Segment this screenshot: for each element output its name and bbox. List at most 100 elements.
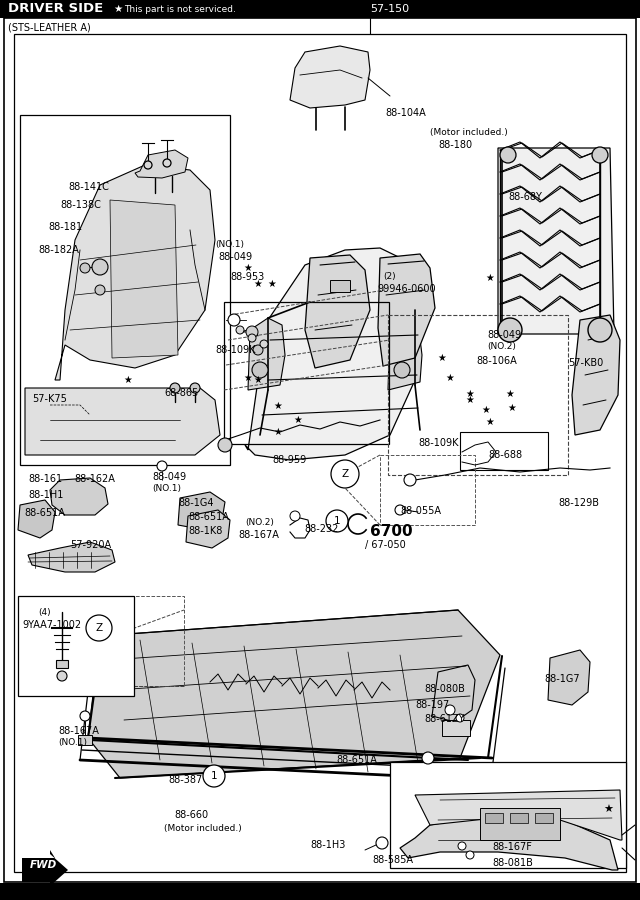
Text: (Motor included.): (Motor included.) [430, 128, 508, 137]
Text: ★: ★ [508, 403, 516, 413]
Bar [18, 596, 134, 696]
Circle shape [163, 159, 171, 167]
Circle shape [57, 671, 67, 681]
Text: ★: ★ [244, 263, 252, 273]
Text: 88-232: 88-232 [304, 524, 339, 534]
Text: ★: ★ [253, 279, 262, 289]
Text: 88-167F: 88-167F [492, 842, 532, 852]
Bar [480, 808, 560, 840]
Text: 88-182A: 88-182A [38, 245, 79, 255]
Circle shape [228, 314, 240, 326]
Text: (NO.1): (NO.1) [152, 484, 181, 493]
Circle shape [394, 362, 410, 378]
Text: ★: ★ [274, 401, 282, 411]
Circle shape [157, 461, 167, 471]
Text: ★: ★ [466, 389, 474, 399]
Polygon shape [55, 165, 215, 380]
Circle shape [80, 263, 90, 273]
Polygon shape [22, 850, 68, 886]
Circle shape [592, 147, 608, 163]
Bar [485, 813, 503, 823]
Circle shape [376, 837, 388, 849]
Text: (NO.2): (NO.2) [245, 518, 274, 527]
Polygon shape [245, 248, 420, 460]
Text: ★: ★ [466, 395, 474, 405]
Text: 88-68Y: 88-68Y [508, 192, 542, 202]
Polygon shape [432, 665, 475, 722]
Text: 88-585A: 88-585A [372, 855, 413, 865]
Circle shape [326, 510, 348, 532]
Text: 88-162A: 88-162A [74, 474, 115, 484]
Circle shape [144, 161, 152, 169]
Text: 88-049: 88-049 [218, 252, 252, 262]
Text: ★: ★ [268, 279, 276, 289]
Bar [56, 660, 68, 668]
Polygon shape [18, 500, 55, 538]
Text: ★: ★ [294, 415, 302, 425]
Circle shape [190, 383, 200, 393]
Text: 57-K75: 57-K75 [32, 394, 67, 404]
Polygon shape [388, 316, 422, 390]
Circle shape [170, 383, 180, 393]
Text: 88-1H3: 88-1H3 [310, 840, 346, 850]
Text: 88-049: 88-049 [487, 330, 521, 340]
Text: 88-055A: 88-055A [400, 506, 441, 516]
Text: 88-651A: 88-651A [24, 508, 65, 518]
Text: 6700: 6700 [370, 524, 413, 539]
Text: This part is not serviced.: This part is not serviced. [124, 4, 236, 13]
Text: ★: ★ [486, 417, 494, 427]
Circle shape [500, 147, 516, 163]
Text: 88-1H1: 88-1H1 [28, 490, 63, 500]
Text: 88-109K: 88-109K [215, 345, 255, 355]
Bar [380, 455, 475, 525]
Text: 88-129B: 88-129B [558, 498, 599, 508]
Circle shape [95, 285, 105, 295]
Text: 57-150: 57-150 [370, 4, 409, 14]
Bar [0, 0, 640, 18]
Text: (STS-LEATHER A): (STS-LEATHER A) [8, 22, 91, 32]
Text: (NO.2): (NO.2) [487, 342, 516, 351]
Text: DRIVER SIDE: DRIVER SIDE [8, 3, 103, 15]
Circle shape [80, 711, 90, 721]
Circle shape [458, 842, 466, 850]
Bar [20, 115, 230, 465]
Circle shape [290, 511, 300, 521]
Bar [460, 432, 548, 470]
Text: (2): (2) [383, 272, 396, 281]
Text: 88-167A: 88-167A [58, 726, 99, 736]
Polygon shape [572, 315, 620, 435]
Polygon shape [25, 388, 220, 455]
Text: 88-138C: 88-138C [60, 200, 101, 210]
Circle shape [422, 752, 434, 764]
Circle shape [218, 438, 232, 452]
Text: ★: ★ [253, 375, 262, 385]
Circle shape [588, 318, 612, 342]
Text: 57-920A: 57-920A [70, 540, 111, 550]
Text: (NO.1): (NO.1) [58, 738, 87, 747]
Text: 88-080B: 88-080B [424, 684, 465, 694]
Polygon shape [305, 255, 370, 368]
Bar [224, 302, 389, 444]
Circle shape [203, 765, 225, 787]
Text: 88-167A: 88-167A [238, 530, 279, 540]
Text: ★: ★ [486, 273, 494, 283]
Text: 88-1G7: 88-1G7 [544, 674, 580, 684]
Text: ★: ★ [124, 375, 132, 385]
Text: 88-688: 88-688 [488, 450, 522, 460]
Text: ★: ★ [506, 389, 515, 399]
Circle shape [404, 474, 416, 486]
Bar [0, 883, 640, 900]
Text: ★: ★ [438, 353, 446, 363]
Text: 9YAA7-1002: 9YAA7-1002 [22, 620, 81, 630]
Polygon shape [28, 542, 115, 572]
Text: 88-141C: 88-141C [68, 182, 109, 192]
Circle shape [260, 340, 268, 348]
Text: 88-180: 88-180 [438, 140, 472, 150]
Text: ★: ★ [113, 4, 122, 14]
Polygon shape [290, 46, 370, 108]
Text: 88-61ZY: 88-61ZY [424, 714, 465, 724]
Polygon shape [378, 254, 435, 366]
Bar [330, 280, 350, 292]
Text: 88-181: 88-181 [48, 222, 82, 232]
Text: ★: ★ [482, 405, 490, 415]
